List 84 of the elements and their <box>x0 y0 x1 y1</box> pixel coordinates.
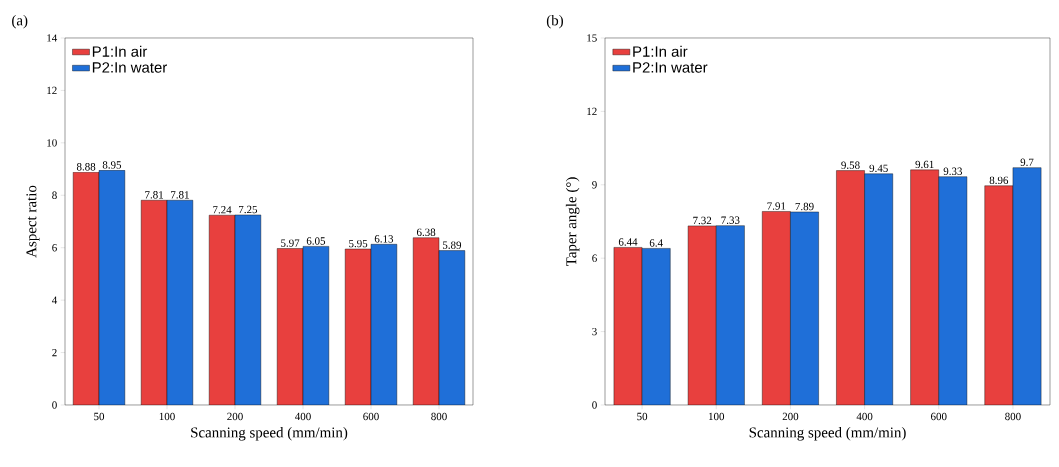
y-tick-label: 15 <box>587 34 597 42</box>
y-axis-title: Aspect ratio <box>26 185 40 258</box>
y-tick-label: 12 <box>587 107 597 116</box>
y-tick-label: 2 <box>52 348 57 357</box>
bar <box>303 246 329 405</box>
x-tick-label: 50 <box>94 412 105 421</box>
bar <box>209 215 236 405</box>
x-axis-title: Scanning speed (mm/min) <box>191 427 348 441</box>
bar <box>99 170 125 405</box>
data-label: 7.33 <box>721 216 740 224</box>
bar <box>613 247 643 405</box>
y-tick-label: 0 <box>52 401 57 409</box>
legend-label: P2:In water <box>92 62 167 73</box>
bar <box>762 211 791 405</box>
chart-title: (b) <box>546 14 563 29</box>
bar <box>73 172 100 405</box>
bar <box>412 237 440 405</box>
y-tick-label: 6 <box>52 244 57 252</box>
y-tick-label: 9 <box>592 181 597 189</box>
y-tick-label: 10 <box>47 139 57 147</box>
bar <box>438 250 466 405</box>
data-label: 7.32 <box>693 216 712 225</box>
y-tick-label: 6 <box>592 254 597 262</box>
data-label: 6.38 <box>416 228 436 237</box>
y-tick-label: 8 <box>52 191 57 199</box>
data-label: 6.13 <box>374 235 394 243</box>
x-axis-title: Scanning speed (mm/min) <box>749 427 906 441</box>
y-tick-label: 12 <box>47 86 57 95</box>
y-tick-label: 0 <box>592 401 597 409</box>
x-tick-label: 800 <box>1005 412 1021 421</box>
x-tick-label: 600 <box>363 412 379 421</box>
bar <box>716 225 745 405</box>
bar <box>235 214 261 405</box>
x-tick-label: 50 <box>637 412 648 421</box>
bar <box>938 176 967 405</box>
y-tick-label: 14 <box>47 34 58 42</box>
data-label: 8.95 <box>102 161 122 169</box>
data-label: 7.24 <box>213 206 232 214</box>
data-label: 5.97 <box>281 239 300 247</box>
bar <box>688 225 717 405</box>
data-label: 6.44 <box>618 238 638 246</box>
data-label: 7.91 <box>767 202 786 210</box>
x-tick-label: 200 <box>227 412 243 421</box>
x-tick-label: 200 <box>782 412 799 421</box>
data-label: 6.4 <box>649 239 663 247</box>
data-label: 9.58 <box>841 161 860 169</box>
bar <box>167 200 193 405</box>
legend-label: P1:In air <box>92 45 148 57</box>
x-tick-label: 100 <box>159 412 175 421</box>
data-label: 8.88 <box>76 163 96 171</box>
chart-title: (a) <box>12 14 28 29</box>
x-tick-label: 400 <box>295 412 311 421</box>
data-label: 6.05 <box>306 237 326 245</box>
data-label: 7.25 <box>239 205 258 214</box>
data-label: 9.45 <box>869 164 888 173</box>
bar <box>1012 167 1042 405</box>
x-tick-label: 800 <box>431 412 447 421</box>
data-label: 9.7 <box>1020 158 1034 166</box>
x-tick-label: 100 <box>709 412 725 421</box>
x-tick-label: 600 <box>931 412 947 421</box>
y-tick-label: 4 <box>51 296 58 304</box>
bar <box>642 248 671 405</box>
y-axis-title: Taper angle (°) <box>565 177 580 266</box>
x-tick-label: 400 <box>856 412 873 421</box>
bar <box>790 211 819 405</box>
data-label: 5.89 <box>442 241 462 249</box>
bar <box>141 200 168 405</box>
data-label: 9.33 <box>943 167 963 176</box>
legend-label: P2:In water <box>633 62 708 73</box>
bar <box>836 170 865 405</box>
data-label: 7.81 <box>145 191 164 199</box>
data-label: 7.81 <box>171 191 189 199</box>
bar <box>371 244 397 405</box>
data-label: 9.61 <box>915 160 934 169</box>
data-label: 8.96 <box>989 176 1009 185</box>
data-label: 7.89 <box>795 202 814 211</box>
bar <box>277 248 304 405</box>
bar <box>984 185 1014 405</box>
bar <box>864 173 893 405</box>
bar <box>910 169 939 405</box>
legend-label: P1:In air <box>633 45 688 57</box>
data-label: 5.95 <box>349 239 368 248</box>
y-tick-label: 3 <box>592 327 597 336</box>
bar <box>345 249 372 405</box>
